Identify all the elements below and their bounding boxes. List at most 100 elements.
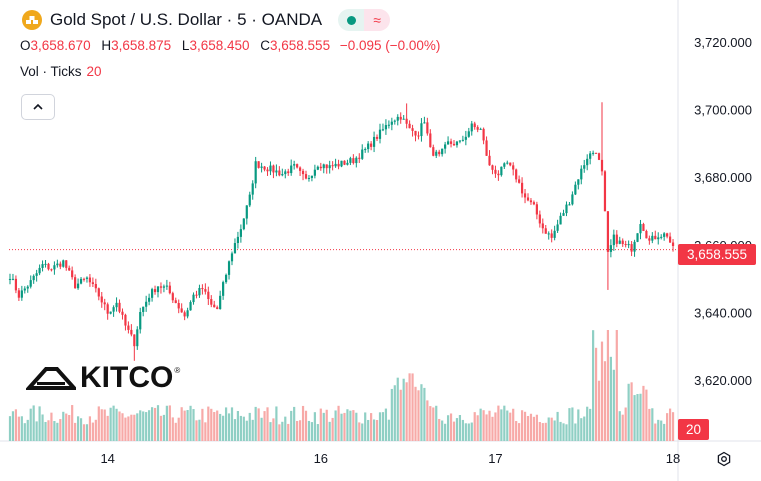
volume-bar [201, 408, 204, 441]
volume-bar [65, 413, 68, 441]
volume-bar [583, 416, 586, 441]
candle-body [290, 165, 293, 174]
candle-body [361, 149, 364, 159]
candle-body [500, 166, 503, 176]
candle-body [210, 299, 213, 305]
close-label: C [260, 38, 271, 53]
candle-body [145, 301, 148, 307]
candle-body [411, 128, 414, 131]
volume-bar [94, 419, 97, 441]
volume-bar [612, 369, 615, 441]
volume-bar [331, 417, 334, 441]
volume-bar [62, 411, 65, 441]
volume-bar [287, 423, 290, 441]
candle-body [630, 244, 633, 252]
candle-body [100, 296, 103, 303]
candle-body [414, 130, 417, 136]
chevron-up-icon [33, 103, 43, 110]
candle-body [568, 204, 571, 206]
volume-bar [168, 405, 171, 441]
candle-body [526, 197, 530, 201]
candle-body [118, 302, 121, 312]
symbol-header[interactable]: Gold Spot / U.S. Dollar · 5 · OANDA ≈ [22, 9, 391, 31]
candle-body [476, 127, 479, 130]
volume-bar [142, 411, 145, 441]
volume-bar [515, 421, 518, 441]
volume-bar [577, 409, 580, 441]
wave-icon[interactable]: ≈ [364, 9, 391, 31]
volume-bar [488, 410, 491, 441]
volume-bar [8, 416, 12, 441]
y-tick-label: 3,680.000 [694, 170, 752, 185]
volume-bar [574, 423, 577, 441]
candle-body [657, 237, 660, 240]
candle-body [76, 283, 80, 289]
volume-bar [219, 413, 222, 441]
volume-bar [589, 408, 592, 441]
volume-bar [254, 406, 257, 441]
volume-bar [245, 420, 248, 441]
volume-bar [307, 420, 311, 441]
candle-body [263, 166, 266, 170]
volume-bar [535, 414, 538, 441]
candle-body [136, 329, 139, 347]
volume-bar [340, 413, 343, 441]
volume-bar [538, 421, 541, 441]
volume-bar [571, 407, 574, 441]
volume-bar [23, 423, 26, 441]
volume-bar [594, 347, 598, 441]
volume-bar [651, 408, 654, 441]
candle-body [222, 282, 225, 296]
candle-body [236, 236, 240, 244]
market-open-dot-icon[interactable] [338, 9, 365, 31]
candle-body [550, 233, 553, 238]
volume-bar [550, 417, 553, 441]
candle-body [432, 147, 435, 156]
candle-body [127, 325, 130, 330]
candle-body [74, 277, 77, 289]
volume-bar [523, 411, 527, 441]
candle-body [103, 302, 106, 305]
candle-body [14, 278, 18, 291]
volume-bar [630, 382, 633, 441]
volume-bar [153, 407, 157, 441]
candle-body [467, 131, 470, 137]
candle-body [287, 171, 290, 174]
volume-bar [399, 389, 402, 441]
volume-bar [301, 405, 305, 441]
candle-body [269, 165, 272, 172]
volume-bar [293, 406, 296, 441]
candle-body [124, 314, 127, 326]
symbol-title: Gold Spot / U.S. Dollar · 5 · OANDA [50, 10, 323, 29]
candle-body [515, 169, 518, 180]
candle-body [233, 243, 237, 254]
high-value: 3,658.875 [111, 38, 172, 53]
volume-bar [88, 416, 92, 441]
volume-bar [53, 421, 56, 441]
gear-icon [717, 451, 731, 467]
market-status-badges[interactable]: ≈ [338, 9, 391, 31]
candle-body [32, 275, 35, 281]
candle-body [133, 334, 136, 347]
volume-bar [145, 412, 148, 441]
candle-body [654, 235, 657, 240]
candle-body [405, 118, 408, 124]
volume-bar [423, 387, 426, 441]
candle-body [340, 160, 343, 167]
volume-bar [414, 386, 417, 441]
candle-body [358, 157, 361, 159]
volume-bar [313, 412, 316, 441]
chart-settings-button[interactable] [714, 449, 734, 469]
volume-bar [417, 390, 420, 441]
candle-body [275, 170, 278, 173]
volume-bar [112, 405, 115, 441]
candle-body [97, 288, 100, 297]
volume-bar [452, 421, 456, 441]
candle-body [461, 139, 464, 141]
volume-value: 20 [86, 64, 102, 79]
volume-bar [485, 414, 488, 441]
candle-body [307, 177, 311, 179]
collapse-legend-button[interactable] [21, 94, 55, 120]
candle-body [130, 329, 133, 335]
